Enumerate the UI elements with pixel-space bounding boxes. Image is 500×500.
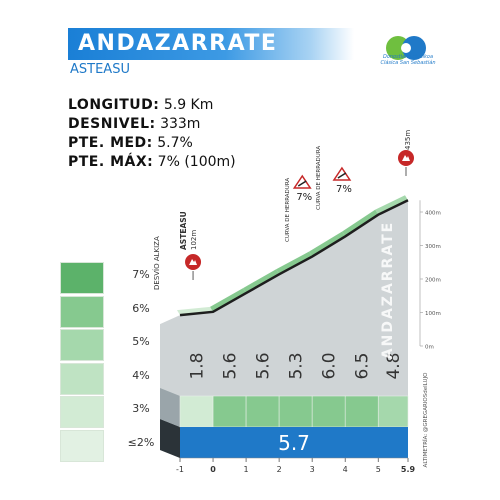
race-logo-icon (386, 36, 426, 60)
stat-elevation-gain: DESNIVEL: 333m (68, 115, 236, 134)
gradient-side-block (160, 388, 180, 427)
gradient-cell (212, 395, 247, 428)
x-tick-label: 1 (244, 465, 249, 474)
segment-gradient-label: 4.8 (384, 352, 404, 379)
asteasu-marker-icon-mountain-icon (189, 259, 198, 265)
x-tick-label: 3 (310, 465, 315, 474)
profile-wall (180, 200, 408, 396)
stat-length: LONGITUD: 5.9 Km (68, 96, 236, 115)
y-tick-label: 400m (425, 211, 441, 217)
legend-swatch (60, 362, 104, 395)
page-title: ANDAZARRATE (78, 31, 278, 56)
gradient-cell (377, 395, 409, 428)
base-side-block (160, 419, 180, 458)
legend-label: 7% (132, 268, 150, 281)
annotation-desvio-alkiza: DESVÍO ALKIZA (152, 236, 161, 290)
gradient-cell (344, 395, 379, 428)
stat-avg-gradient: PTE. MED: 5.7% (68, 134, 236, 153)
gradient-legend: 7% 6% 5% 4% 3% ≤2% (60, 262, 180, 463)
x-tick-label: 0 (210, 465, 216, 474)
annotation-summit-altitude: 435m (404, 130, 412, 150)
legend-label: 3% (132, 402, 150, 415)
legend-label: 6% (132, 301, 150, 315)
segment-gradient-label: 1.8 (188, 352, 208, 379)
annotation-curva-2: CURVA DE HERRADURA (316, 146, 322, 210)
road-surface-segment (375, 195, 408, 215)
stat-length-value: 5.9 Km (159, 97, 214, 113)
y-tick-label: 0m (425, 345, 434, 351)
legend-item: 3% (60, 396, 180, 428)
legend-label: ≤2% (127, 435, 155, 449)
stat-avg-key: PTE. MED: (68, 135, 153, 151)
stat-length-key: LONGITUD: (68, 97, 160, 113)
watermark-label: ANDAZARRATE (380, 221, 396, 359)
logo-line-1: Donostiako klasikoa (382, 54, 434, 60)
legend-item: 7% (60, 262, 180, 294)
road-surface-segment (342, 209, 379, 237)
credit-label: ALTIMETRÍA: @GREGARIOSdelLUJO (422, 372, 429, 468)
steep-warning-slope (337, 172, 347, 179)
stat-elevation-key: DESNIVEL: (68, 116, 156, 132)
road-surface-segment (309, 231, 346, 257)
steep-warning-label: 7% (336, 184, 352, 195)
summit-marker-icon-mountain-icon (402, 155, 410, 161)
stat-max-value: 7% (100m) (153, 154, 236, 170)
x-tick-label: 5.9 (401, 465, 416, 474)
stat-elevation-value: 333m (155, 116, 201, 132)
y-tick-label: 300m (425, 244, 441, 250)
legend-swatch (60, 262, 104, 294)
climb-stats: LONGITUD: 5.9 Km DESNIVEL: 333m PTE. MED… (68, 96, 236, 172)
page-subtitle: ASTEASU (70, 62, 130, 77)
legend-item: 5% (60, 329, 180, 361)
race-logo-text: Donostiako klasikoa Clásica San Sebastiá… (368, 54, 448, 66)
gradient-cell (278, 395, 313, 428)
segment-gradient-label: 5.6 (221, 352, 241, 379)
road-surface-segment (210, 288, 247, 312)
steep-warning-slope (297, 180, 307, 187)
title-banner: ANDAZARRATE (68, 28, 354, 60)
road-surface-segment (243, 269, 280, 294)
stat-max-gradient: PTE. MÁX: 7% (100m) (68, 153, 236, 172)
road-surface-segment (276, 251, 313, 275)
logo-line-2: Clásica San Sebastián (380, 60, 436, 66)
legend-swatch (60, 429, 104, 462)
segment-gradient-label: 6.5 (353, 352, 373, 379)
x-tick-label: 4 (343, 465, 348, 474)
legend-item: 6% (60, 295, 180, 328)
x-tick-label: 5 (376, 465, 381, 474)
gradient-cell (245, 395, 280, 428)
legend-swatch (60, 329, 104, 361)
y-tick-label: 200m (425, 278, 441, 284)
x-tick-label: 2 (277, 465, 282, 474)
average-gradient-label: 5.7 (278, 431, 310, 455)
annotation-asteasu: ASTEASU (179, 211, 188, 250)
legend-swatch (60, 396, 104, 428)
legend-item: ≤2% (60, 429, 180, 462)
gradient-cell (179, 395, 214, 428)
average-gradient-bar (180, 427, 408, 458)
annotation-asteasu-altitude: 102m (190, 230, 198, 250)
stat-max-key: PTE. MÁX: (68, 154, 154, 170)
segment-gradient-label: 6.0 (320, 352, 340, 379)
segment-gradient-label: 5.3 (287, 352, 307, 379)
x-tick-label: -1 (176, 465, 184, 474)
steep-warning-label: 7% (296, 192, 312, 203)
annotation-curva-1: CURVA DE HERRADURA (285, 178, 291, 242)
legend-label: 4% (132, 368, 150, 382)
legend-item: 4% (60, 362, 180, 395)
y-tick-label: 100m (425, 311, 441, 317)
legend-label: 5% (132, 335, 150, 348)
road-surface-segment (177, 306, 214, 316)
steep-warning-icon (332, 166, 352, 181)
stat-avg-value: 5.7% (152, 135, 193, 151)
segment-gradient-label: 5.6 (254, 352, 274, 379)
profile-line (179, 199, 409, 317)
gradient-cell (311, 395, 346, 428)
legend-swatch (60, 295, 104, 328)
steep-warning-icon (292, 174, 312, 189)
